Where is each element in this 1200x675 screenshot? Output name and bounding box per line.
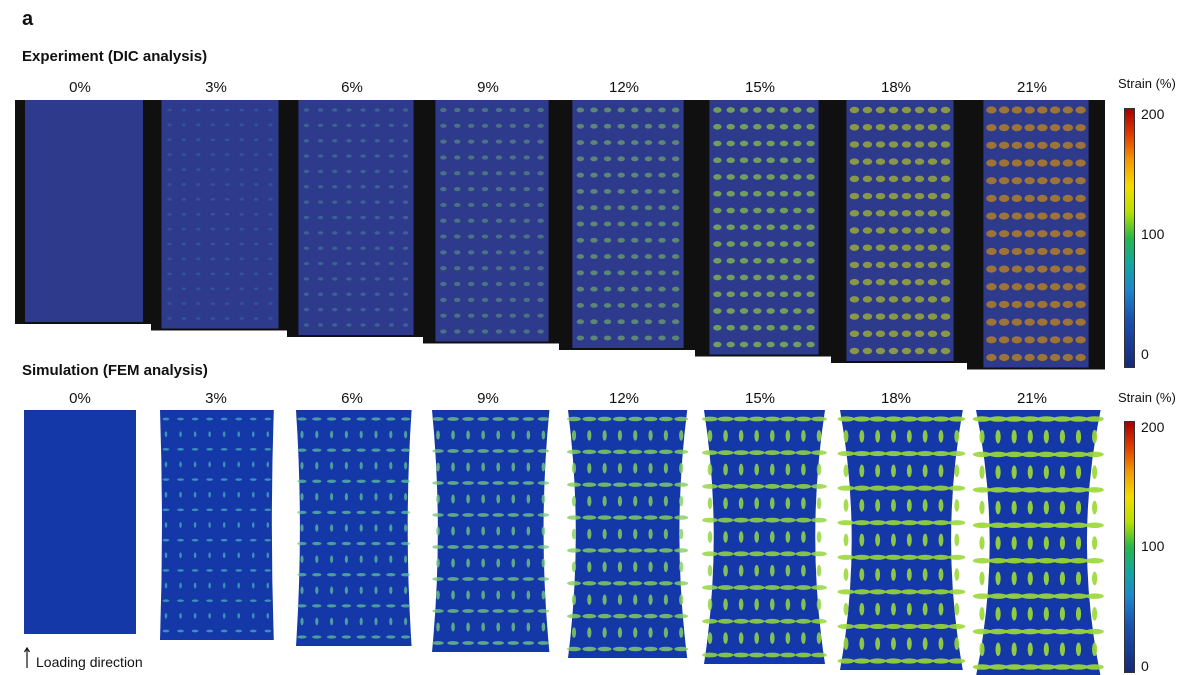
strain-label: 15% (744, 79, 776, 96)
colorbar-tick: 0 (1141, 658, 1149, 674)
fem-specimen (296, 410, 412, 646)
dic-specimen (15, 100, 153, 324)
dic-specimen (559, 100, 697, 350)
strain-label: 18% (880, 390, 912, 407)
strain-label: 21% (1016, 390, 1048, 407)
colorbar-tick: 0 (1141, 346, 1149, 362)
colorbar-tick: 200 (1141, 106, 1165, 122)
dic-specimen (287, 100, 425, 337)
experiment-colorbar (1124, 108, 1135, 368)
arrow-up-icon (24, 646, 31, 668)
simulation-colorbar (1124, 421, 1135, 673)
experiment-title: Experiment (DIC analysis) (22, 48, 208, 65)
strain-label: 0% (69, 390, 91, 407)
fem-specimen (972, 410, 1104, 675)
strain-label: 3% (205, 390, 227, 407)
fem-specimen (567, 410, 689, 658)
strain-label: 12% (608, 390, 640, 407)
colorbar-tick: 100 (1141, 226, 1165, 242)
fem-specimen (160, 410, 274, 640)
experiment-colorbar-title: Strain (%) (1118, 76, 1176, 91)
fem-specimen (432, 410, 550, 652)
strain-label: 0% (69, 79, 91, 96)
strain-label: 9% (477, 79, 499, 96)
panel-label: a (22, 8, 34, 30)
fem-specimen (24, 410, 136, 634)
simulation-colorbar-title: Strain (%) (1118, 390, 1176, 405)
fem-specimen (837, 410, 966, 670)
strain-label: 12% (608, 79, 640, 96)
strain-label: 9% (477, 390, 499, 407)
dic-specimen (423, 100, 561, 344)
dic-specimen (831, 100, 969, 363)
strain-label: 18% (880, 79, 912, 96)
colorbar-tick: 100 (1141, 538, 1165, 554)
simulation-title: Simulation (FEM analysis) (22, 362, 208, 379)
dic-specimen (967, 100, 1105, 370)
strain-label: 6% (341, 79, 363, 96)
strain-label: 3% (205, 79, 227, 96)
dic-specimen (695, 100, 833, 357)
loading-direction-label: Loading direction (36, 654, 143, 670)
strain-label: 21% (1016, 79, 1048, 96)
strain-label: 6% (341, 390, 363, 407)
fem-specimen (702, 410, 827, 664)
colorbar-tick: 200 (1141, 419, 1165, 435)
dic-specimen (151, 100, 289, 331)
strain-label: 15% (744, 390, 776, 407)
